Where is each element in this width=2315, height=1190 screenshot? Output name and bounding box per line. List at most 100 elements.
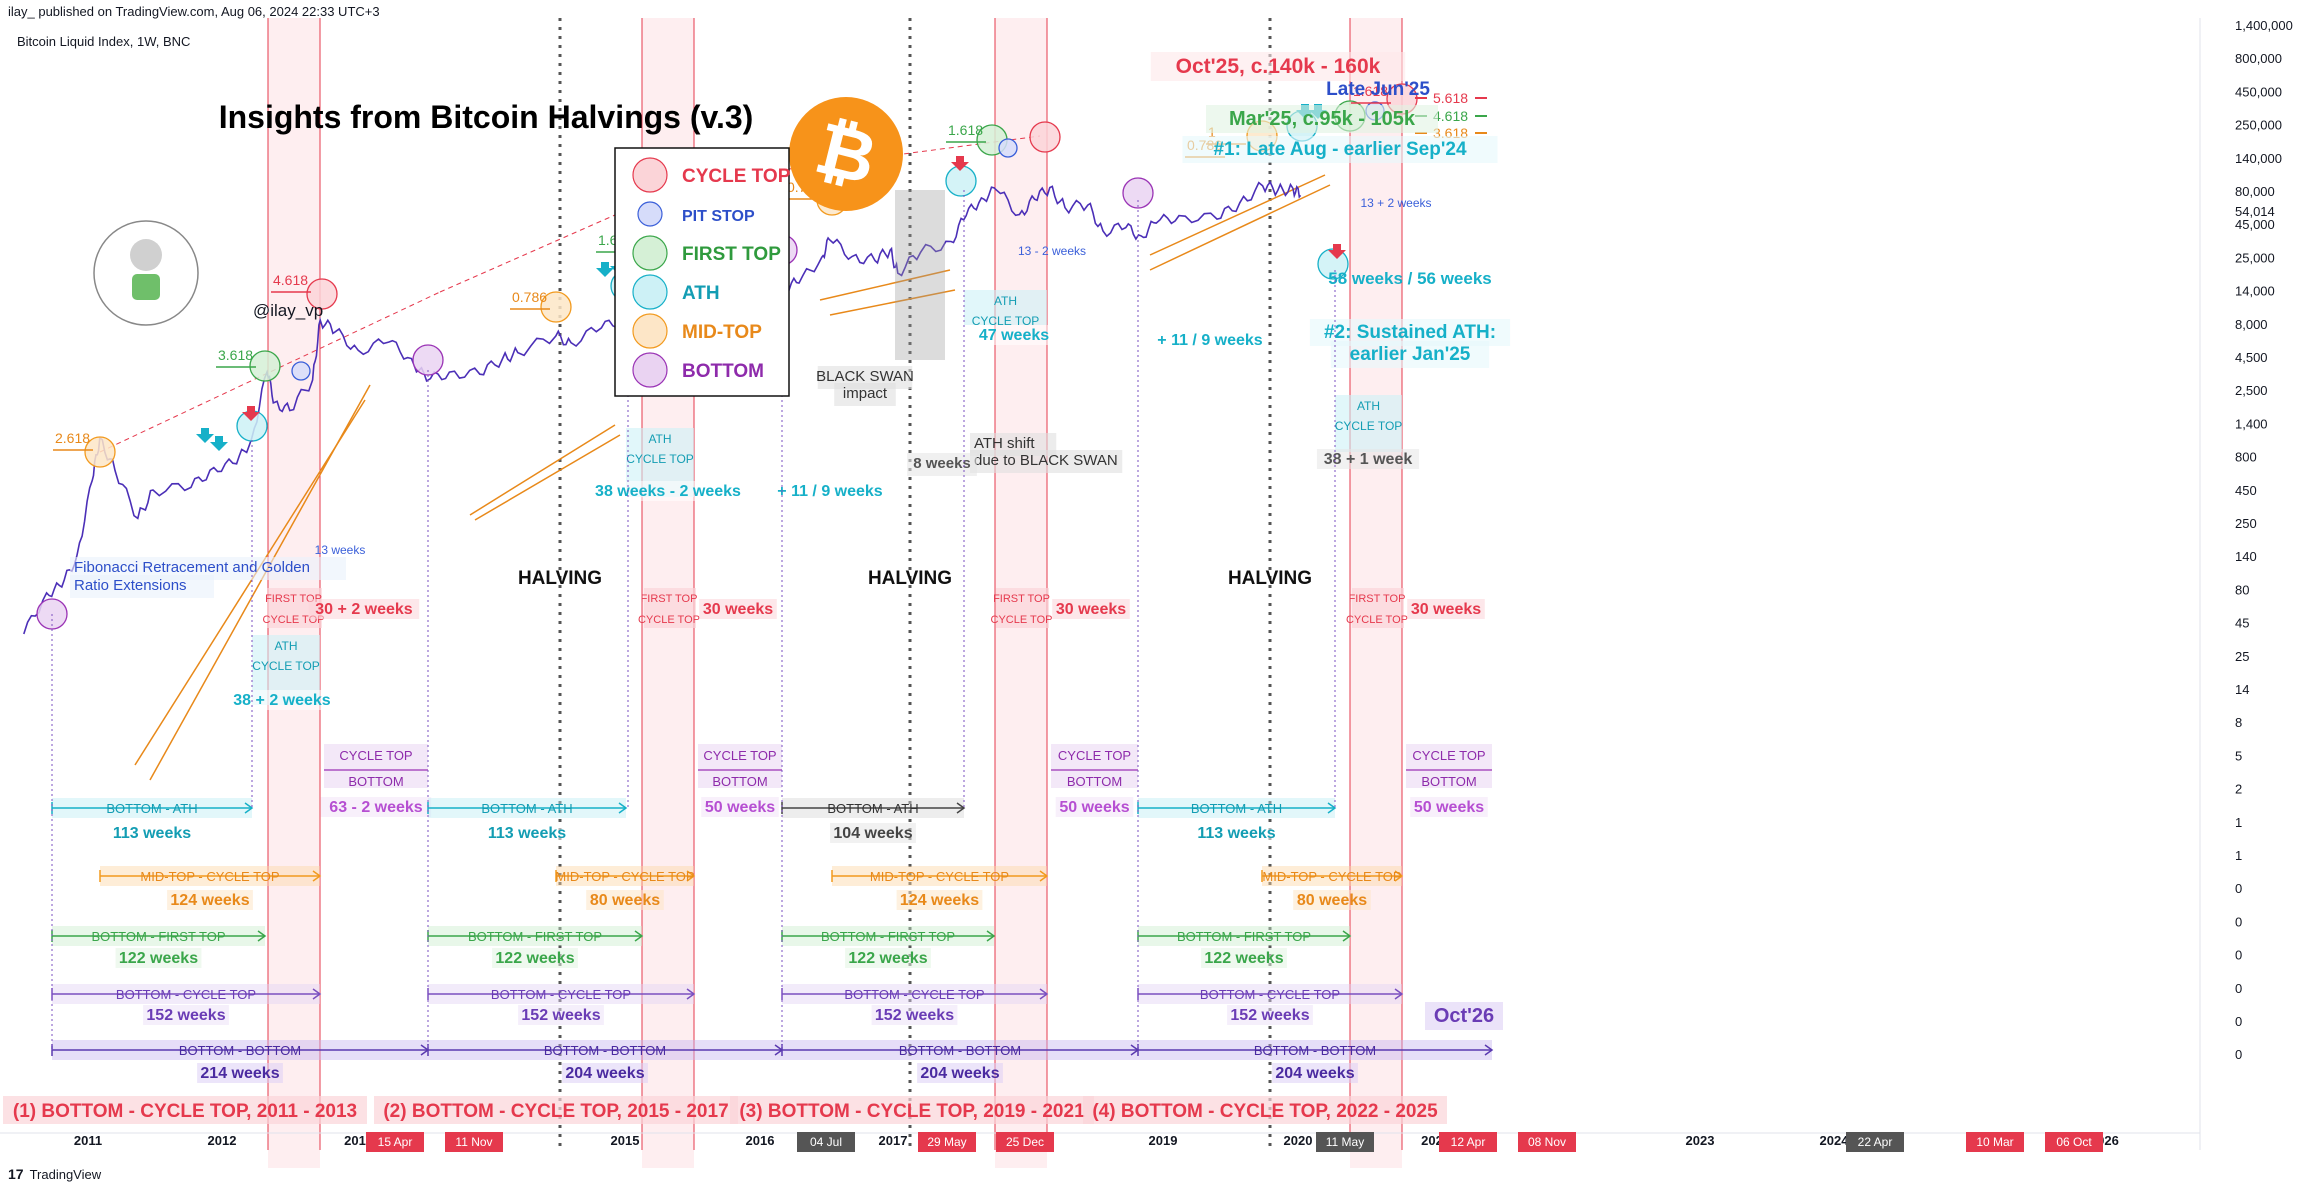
y-tick-label: 0 (2235, 1014, 2242, 1029)
bottom-ath-range-label: BOTTOM - ATH (827, 801, 918, 816)
avatar-body (132, 274, 160, 300)
date-tag-label: 08 Nov (1528, 1135, 1566, 1149)
bottom-ath-range-label: BOTTOM - ATH (1191, 801, 1282, 816)
y-tick-label: 5 (2235, 748, 2242, 763)
plus-11-9-b: + 11 / 9 weeks (777, 483, 883, 500)
fib-note: Ratio Extensions (74, 577, 187, 594)
date-tag-label: 29 May (927, 1135, 966, 1149)
date-tag (2045, 1132, 2103, 1152)
bottom-firsttop-weeks: 122 weeks (119, 950, 198, 967)
signal-arrow-icon (1328, 244, 1346, 259)
cycletop-bottom-weeks: 63 - 2 weeks (329, 799, 423, 816)
y-tick-label: 14,000 (2235, 284, 2275, 299)
cycletop-label: CYCLE TOP (339, 748, 412, 763)
cycletop-bottom-box (324, 744, 428, 788)
cycle-title: (3) BOTTOM - CYCLE TOP, 2019 - 2021 (739, 1101, 1085, 1122)
legend-first-top-swatch (632, 235, 668, 271)
bottom-bottom-range-label: BOTTOM - BOTTOM (1254, 1043, 1376, 1058)
bottom-cycletop-weeks: 152 weeks (875, 1007, 954, 1024)
x-tick-label: 2016 (746, 1133, 775, 1148)
ath-cycletop-label: CYCLE TOP (626, 452, 694, 466)
cycletop-bottom-weeks-box (1410, 797, 1488, 817)
y-tick-label: 4,500 (2235, 350, 2268, 365)
firsttop-cycletop-box (1352, 588, 1404, 628)
avatar[interactable] (93, 220, 199, 326)
firsttop-label: FIRST TOP (993, 593, 1050, 605)
bottom-firsttop-weeks-box (115, 948, 202, 968)
ath-shift-label-bg (970, 450, 1123, 473)
chart-title: Insights from Bitcoin Halvings (v.3) (219, 99, 754, 135)
y-tick-label: 250 (2235, 516, 2257, 531)
bottom-cycletop-weeks-box (143, 1005, 229, 1025)
midtop-weeks: 124 weeks (900, 892, 979, 909)
y-tick-label: 250,000 (2235, 118, 2282, 133)
tradingview-brand: TradingView (29, 1166, 102, 1182)
bottom-firsttop-weeks-box (845, 948, 931, 968)
projection-label: 4.618 (1433, 108, 1468, 124)
arrow-head-icon (312, 870, 322, 882)
bottom-bottom-weeks: 204 weeks (565, 1065, 644, 1082)
x-tick-label: 2019 (1149, 1133, 1178, 1148)
bottom-firsttop-range-label: BOTTOM - FIRST TOP (821, 929, 955, 944)
arrow-head-icon (686, 988, 696, 1000)
ath-shift-label: due to BLACK SWAN (974, 452, 1118, 469)
midtop-weeks-box (167, 890, 253, 910)
bottom-cycletop-range-label: BOTTOM - CYCLE TOP (844, 987, 984, 1002)
cycletop-label: CYCLE TOP (1412, 748, 1485, 763)
target-jun25: Late Jun'25 (1326, 79, 1430, 100)
midtop-cycletop-range-label: MID-TOP - CYCLE TOP (555, 869, 694, 884)
date-tag (445, 1132, 503, 1152)
fib-note-bg (70, 557, 346, 580)
legend-cycle-top-swatch (632, 157, 668, 193)
oct26: Oct'26 (1434, 1005, 1494, 1027)
bottom-cycletop-weeks: 152 weeks (521, 1007, 600, 1024)
bottom-bottom-weeks-box (1272, 1063, 1358, 1083)
midtop-cycletop-range-label: MID-TOP - CYCLE TOP (1262, 869, 1401, 884)
bottom-cycletop-weeks-box (1227, 1005, 1313, 1025)
firsttop-cycletop-weeks: 30 weeks (1056, 601, 1126, 618)
tradingview-footer[interactable]: 17 TradingView (8, 1166, 101, 1182)
bottom-ath-weeks-box (830, 823, 916, 843)
ath-cycletop-weeks-box (1316, 449, 1420, 469)
date-tag (797, 1132, 855, 1152)
y-tick-label: 800,000 (2235, 51, 2282, 66)
date-tag-label: 22 Apr (1858, 1135, 1893, 1149)
cycletop-bottom-box (1051, 744, 1138, 788)
cycle-top-marker (1029, 121, 1061, 153)
y-tick-label: 8 (2235, 715, 2242, 730)
legend-first-top-label: FIRST TOP (682, 244, 781, 265)
tradingview-logo-icon: 17 (8, 1166, 24, 1182)
arrow-head-icon (1394, 870, 1404, 882)
legend-ath-label: ATH (682, 283, 720, 304)
cycle-title-box (730, 1096, 1094, 1124)
date-tag-label: 10 Mar (1976, 1135, 2013, 1149)
firsttop-cycletop-box (644, 588, 696, 628)
channel-line (819, 269, 951, 301)
symbol-info[interactable]: Bitcoin Liquid Index, 1W, BNC (17, 34, 191, 49)
firsttop-label: FIRST TOP (1349, 593, 1406, 605)
eight-weeks: 8 weeks (913, 455, 971, 472)
bottom-bottom-weeks: 204 weeks (1275, 1065, 1354, 1082)
y-tick-label: 25,000 (2235, 250, 2275, 265)
fib-level-label: 1.618 (1353, 83, 1388, 99)
channel-line (1149, 184, 1331, 271)
ath-cycletop-weeks: 38 weeks - 2 weeks (595, 483, 741, 500)
y-tick-label: 140 (2235, 549, 2257, 564)
y-tick-label: 1 (2235, 815, 2242, 830)
y-tick-label: 1,400,000 (2235, 18, 2293, 33)
arrow-head-icon (257, 930, 267, 942)
y-tick-label: 2 (2235, 782, 2242, 797)
axes: 1,400,000 800,000 450,000 250,000 140,000 80,… (0, 18, 2293, 1152)
fib-note-bg (70, 575, 214, 598)
signal-arrow-icon (242, 406, 260, 421)
cycle-title: (4) BOTTOM - CYCLE TOP, 2022 - 2025 (1092, 1101, 1438, 1122)
x-tick-label: 2017 (879, 1133, 908, 1148)
legend-mid-top-label: MID-TOP (682, 322, 762, 343)
fib-level-label: 1.618 (948, 122, 983, 138)
cycletop-bottom-weeks: 50 weeks (1414, 799, 1484, 816)
y-tick-label: 2,500 (2235, 383, 2268, 398)
bottom-ath-weeks: 104 weeks (833, 825, 912, 842)
arrow-head-icon (1327, 802, 1337, 814)
pitstop-weeks: 13 + 2 weeks (1360, 196, 1431, 210)
channel-line (474, 434, 621, 521)
